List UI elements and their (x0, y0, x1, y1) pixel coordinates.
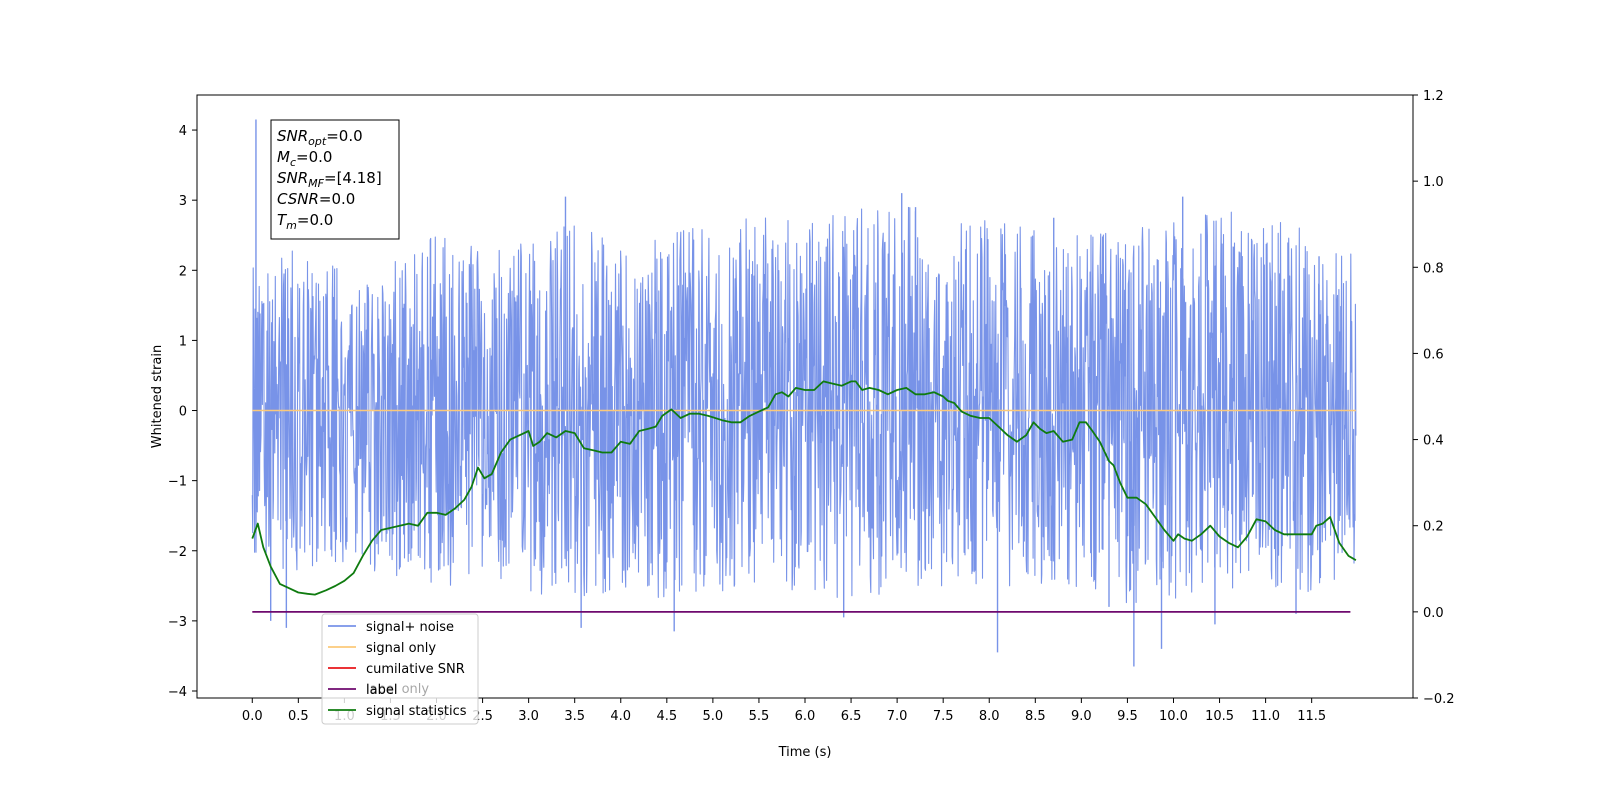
x-tick-label: 5.5 (749, 709, 770, 724)
y-tick-label: 1 (179, 334, 187, 349)
annotation-line: Mc=0.0 (277, 148, 332, 169)
y2-tick-label: 0.2 (1423, 520, 1444, 535)
y-tick-label: −4 (168, 685, 187, 700)
y-axis-ticks: −4 −3 −2 −1 0 1 2 3 4 (168, 124, 197, 700)
x-tick-label: 7.0 (887, 709, 908, 724)
y-tick-label: −2 (168, 545, 187, 560)
y2-axis-ticks: −0.2 0.0 0.2 0.4 0.6 0.8 1.0 1.2 (1413, 89, 1455, 707)
x-tick-label: 9.0 (1071, 709, 1092, 724)
x-axis-label: Time (s) (778, 745, 832, 760)
annotation-line: SNRopt=0.0 (277, 127, 363, 148)
series-lines (251, 380, 1357, 613)
x-tick-label: 10.5 (1205, 709, 1234, 724)
x-tick-label: 6.5 (841, 709, 862, 724)
x-tick-label: 4.0 (610, 709, 631, 724)
y2-tick-label: −0.2 (1423, 692, 1455, 707)
annotation-line: Tm=0.0 (277, 211, 333, 232)
x-tick-label: 11.0 (1251, 709, 1280, 724)
legend-frame (321, 613, 479, 725)
x-tick-label: 9.5 (1117, 709, 1138, 724)
x-tick-label: 3.5 (564, 709, 585, 724)
annotation-frame (270, 119, 400, 240)
y-tick-label: 2 (179, 264, 187, 279)
y2-tick-label: 1.2 (1423, 89, 1444, 104)
x-tick-label: 6.0 (795, 709, 816, 724)
x-tick-label: 0.5 (288, 709, 309, 724)
y-tick-label: −3 (168, 615, 187, 630)
y-tick-label: 3 (179, 194, 187, 209)
x-tick-label: 8.0 (979, 709, 1000, 724)
x-tick-label: 4.5 (656, 709, 677, 724)
annotation-line: SNRMF=[4.18] (277, 169, 382, 190)
signal-noise-trace (251, 206, 1357, 604)
y-tick-label: −1 (168, 475, 187, 490)
y-tick-label: 4 (179, 124, 187, 139)
series-line-signal-statistics (251, 380, 1357, 596)
x-tick-label: 5.0 (703, 709, 724, 724)
y2-tick-label: 1.0 (1423, 175, 1444, 190)
legend-label: label (366, 683, 397, 698)
legend-label: signal statistics (366, 704, 467, 719)
y2-tick-label: 0.8 (1423, 261, 1444, 276)
annotation-line: CSNR=0.0 (277, 190, 355, 208)
y2-tick-label: 0.6 (1423, 347, 1444, 362)
x-tick-label: 8.5 (1025, 709, 1046, 724)
y-tick-label: 0 (179, 405, 187, 420)
y2-tick-label: 0.4 (1423, 434, 1444, 449)
x-tick-label: 10.0 (1159, 709, 1188, 724)
x-tick-label: 0.0 (242, 709, 263, 724)
legend-label: cumilative SNR (366, 662, 465, 677)
y2-tick-label: 0.0 (1423, 606, 1444, 621)
legend-label: signal only (366, 641, 436, 656)
legend-label: signal+ noise (366, 620, 454, 635)
x-tick-label: 11.5 (1297, 709, 1326, 724)
x-tick-label: 7.5 (933, 709, 954, 724)
signal-noise-series (251, 119, 1357, 667)
y-axis-label: Whitened strain (150, 345, 165, 448)
x-tick-label: 3.0 (518, 709, 539, 724)
legend: label only signal+ noise signal only cumila… (321, 613, 479, 725)
legend-overlap-text: label only (366, 682, 429, 697)
